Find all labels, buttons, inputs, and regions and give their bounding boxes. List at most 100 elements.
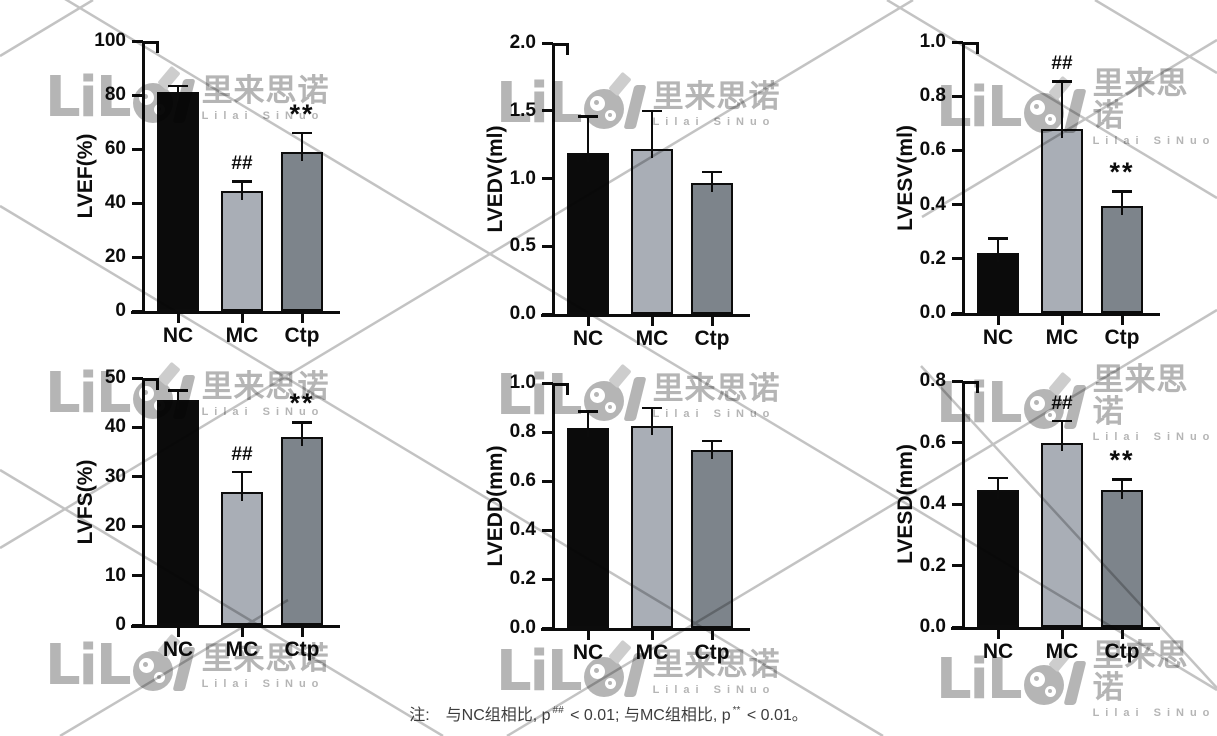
x-category-label: NC [572,327,604,350]
y-tick [952,148,963,152]
bar-nc [157,92,199,311]
y-axis-top-hook [143,41,159,44]
y-tick [132,574,143,578]
watermark-logo-tail [623,653,647,697]
watermark-logo: LiL [496,363,647,428]
x-tick [586,631,590,640]
pencil-icon [156,633,181,659]
y-tick-label: 0 [115,300,126,321]
error-bar-line [1120,191,1124,215]
error-bar-cap [642,109,662,113]
error-bar-cap [232,180,252,183]
error-bar-line [996,238,1000,263]
significance-star: ** [1109,445,1135,476]
error-bar-cap [232,470,252,474]
watermark-brand-chinese: 里来思诺 [652,370,781,406]
note-text-1: 与NC组相比, p [445,707,551,724]
y-tick-label: 60 [104,138,126,159]
y-tick [132,524,143,528]
watermark-brand-chinese: 里来思诺 [201,72,330,108]
watermark-brand-english: Lilai SiNuo [652,407,776,420]
petri-dish-icon [583,639,632,697]
y-tick-label: 10 [104,564,126,586]
petri-dish-icon [132,361,181,419]
watermark: LiL 里来思诺 Lilai SiNuo [936,364,1217,444]
pencil-icon [607,71,632,97]
y-tick-label: 1.0 [509,372,536,393]
y-axis-top-hook-stub [156,41,159,53]
note-text-3: < 0.01。 [742,707,808,724]
watermark: LiL 里来思诺 Lilai SiNuo [45,633,330,694]
y-tick [542,381,553,385]
error-bar-cap [642,406,662,409]
y-tick-label: 50 [104,367,126,388]
significance-hash: ## [231,153,253,175]
watermark-logo-letters: LiL [936,646,1023,712]
watermark-logo-tail [172,647,196,691]
y-tick-label: 0.8 [509,421,536,442]
watermark-brand-chinese: 里来思诺 [201,368,330,404]
x-category-label: NC [162,324,194,347]
y-tick-label: 0.2 [919,247,946,269]
watermark-logo-letters: LiL [496,363,583,428]
significance-star: ** [289,98,315,129]
y-tick [542,41,553,45]
error-bar-cap [292,421,312,424]
x-tick [650,631,654,640]
error-bar-cap [1112,190,1132,193]
bar-mc [631,425,673,628]
y-axis [961,42,965,315]
note-sup-hash: ## [552,704,564,716]
error-bar-cap [988,476,1008,480]
y-tick [952,94,963,98]
y-tick [952,379,963,383]
x-category-label: Ctp [1104,640,1140,663]
watermark-logo-letters: LiL [45,65,132,130]
x-axis [541,628,750,631]
watermark: LiL 里来思诺 Lilai SiNuo [496,71,781,132]
y-axis [551,43,555,316]
error-bar-line [650,110,654,158]
significance-hash: ## [231,443,253,465]
bar-ctp [281,437,323,625]
note-sup-star: ** [732,704,741,716]
watermark-brand-chinese: 里来思诺 [652,646,781,682]
y-tick [132,147,143,151]
error-bar-line [586,116,590,162]
y-tick-label: 0.2 [509,568,536,589]
y-tick [952,564,963,567]
y-tick-label: 0.4 [919,193,946,215]
watermark-text: 里来思诺 Lilai SiNuo [201,72,330,122]
error-bar-line [240,181,244,200]
x-category-label: Ctp [284,324,320,347]
watermark-logo-letters: LiL [936,74,1023,140]
y-tick-label: 1.0 [919,31,946,52]
watermark: LiL 里来思诺 Lilai SiNuo [496,363,781,428]
y-tick [542,528,553,532]
y-tick [132,309,143,313]
x-tick [1120,316,1124,325]
y-tick [952,502,963,506]
watermark-text: 里来思诺 Lilai SiNuo [202,642,330,690]
x-category-label: MC [225,638,259,661]
note-text-2: < 0.01; 与MC组相比, p [565,707,731,724]
y-tick [132,376,143,380]
y-tick [542,479,553,483]
watermark-logo: LiL [45,65,196,130]
x-axis [951,627,1160,630]
x-category-label: Ctp [694,327,730,350]
y-tick-label: 0.5 [509,235,536,257]
significance-star: ** [289,388,315,419]
pencil-icon [1047,75,1072,100]
watermark-logo: LiL [496,71,647,132]
y-tick-label: 20 [104,515,126,537]
y-axis-top-hook-stub [566,383,569,395]
y-tick-label: 1.0 [509,167,536,189]
y-tick-label: 1.5 [509,99,536,121]
watermark-logo: LiL [496,639,647,700]
y-tick [542,577,553,581]
x-tick [300,628,304,637]
error-bar-cap [988,237,1008,240]
y-tick-label: 100 [94,30,126,51]
